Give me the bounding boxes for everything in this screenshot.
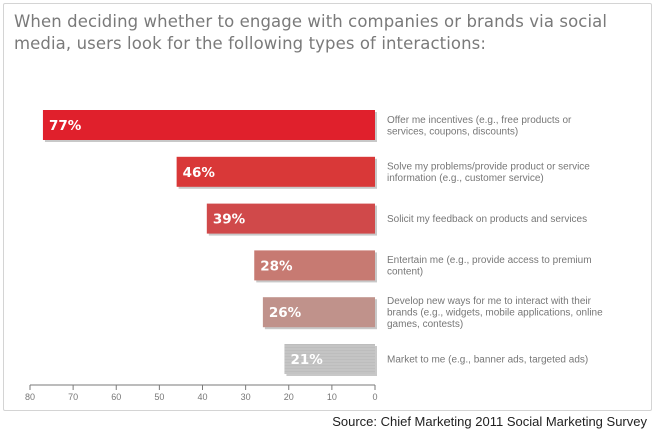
x-tick-label: 80 — [25, 392, 35, 402]
category-labels: Offer me incentives (e.g., free products… — [387, 115, 603, 366]
bar — [262, 297, 375, 328]
bar-value-label: 46% — [183, 165, 216, 181]
category-label: Solve my problems/provide product or ser… — [387, 162, 590, 185]
x-tick-label: 30 — [241, 392, 251, 402]
bars-layer: 77% 46% 39% 28% 26% 21% — [42, 110, 377, 376]
category-label: Solicit my feedback on products and serv… — [387, 214, 587, 225]
x-tick-label: 50 — [154, 392, 164, 402]
x-tick-label: 70 — [68, 392, 78, 402]
bar — [176, 156, 375, 187]
category-label: Develop new ways for me to interact with… — [387, 296, 603, 330]
bar-value-label: 77% — [49, 118, 82, 134]
x-tick-label: 60 — [111, 392, 121, 402]
x-tick-label: 20 — [284, 392, 294, 402]
x-tick-label: 10 — [327, 392, 337, 402]
bar-value-label: 21% — [290, 352, 323, 368]
bar — [206, 203, 375, 234]
bar-value-label: 39% — [213, 212, 246, 228]
source-note: Source: Chief Marketing 2011 Social Mark… — [332, 414, 647, 429]
x-tick-label: 0 — [372, 392, 377, 402]
chart-title: When deciding whether to engage with com… — [14, 12, 608, 53]
category-label: Offer me incentives (e.g., free products… — [387, 115, 572, 138]
bar-value-label: 26% — [269, 305, 302, 321]
bar — [42, 110, 375, 140]
bar — [254, 250, 375, 281]
bar-value-label: 28% — [260, 258, 293, 274]
x-axis: 80 70 60 50 40 30 20 10 0 — [25, 384, 378, 402]
category-label: Market to me (e.g., banner ads, targeted… — [387, 355, 588, 366]
x-tick-label: 40 — [197, 392, 207, 402]
category-label: Entertain me (e.g., provide access to pr… — [387, 255, 592, 278]
